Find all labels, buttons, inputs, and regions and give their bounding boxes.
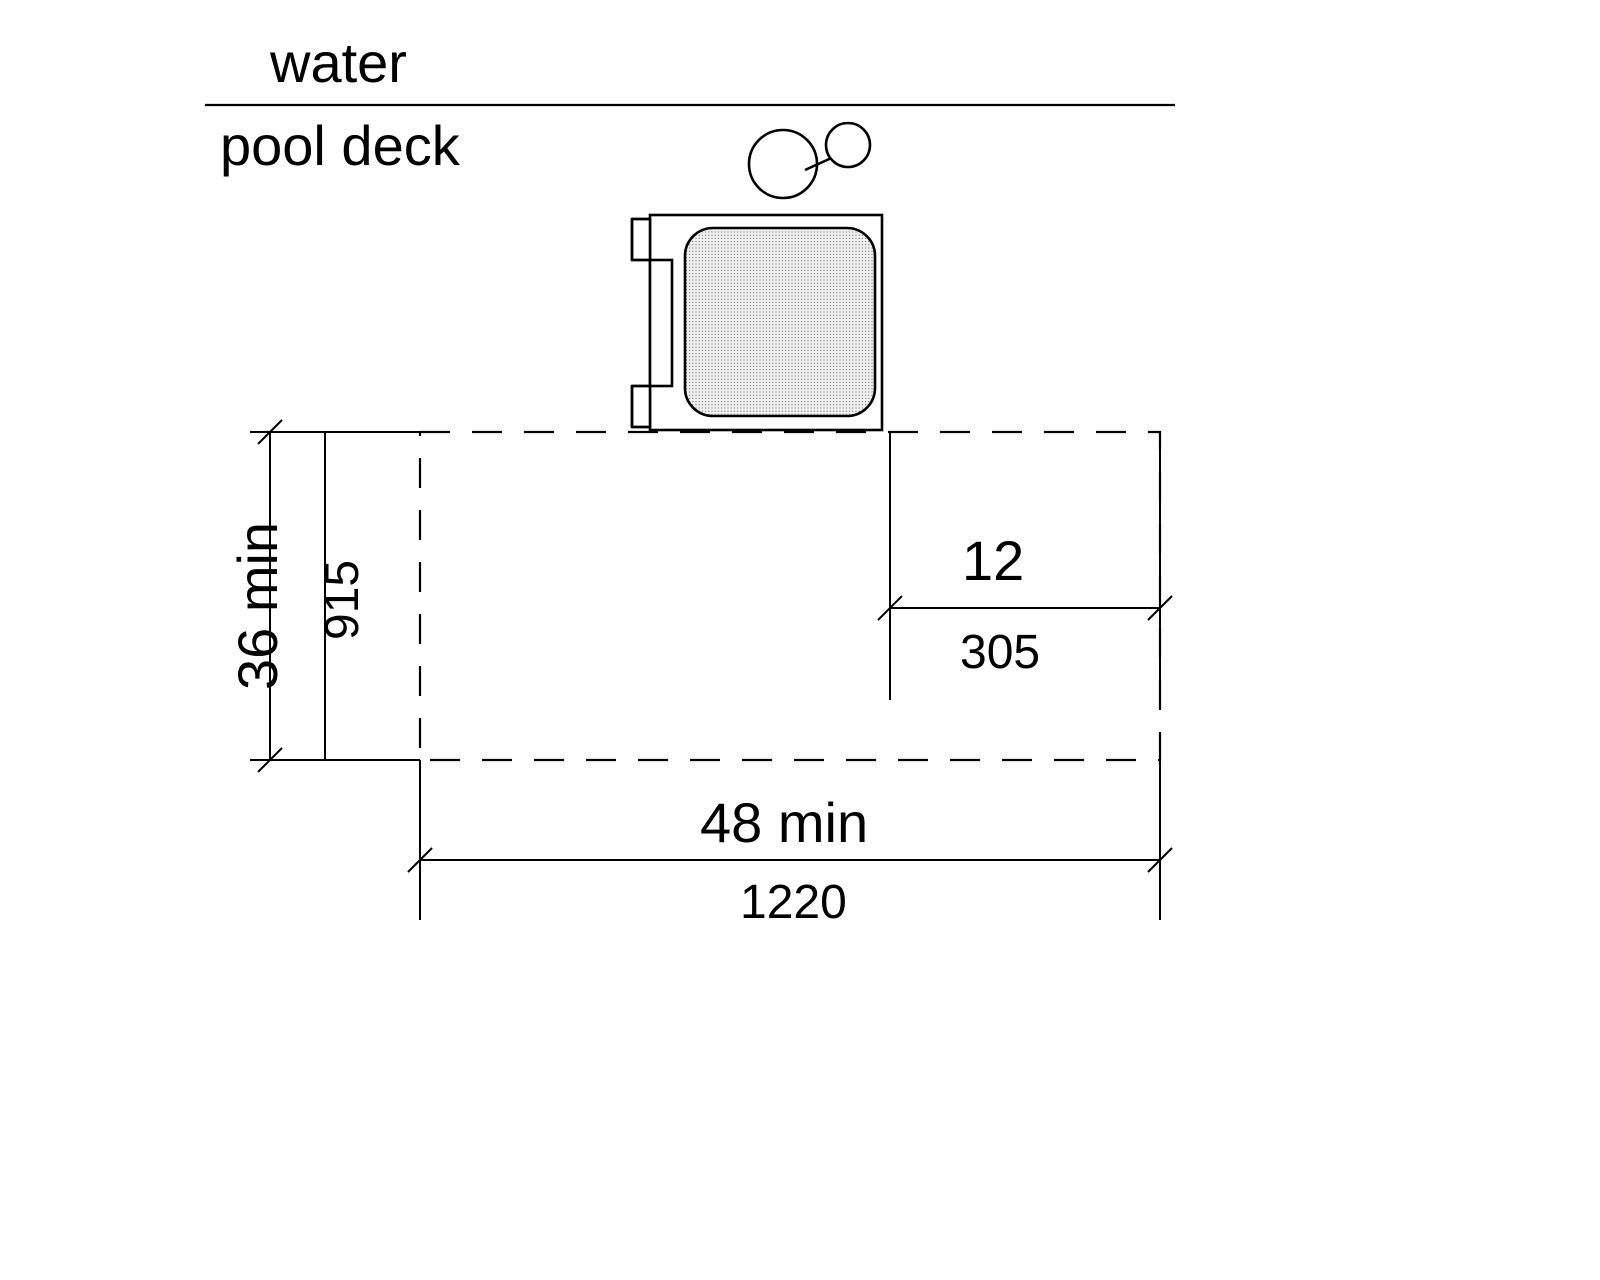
pool-deck-label: pool deck [220,113,460,178]
person-hand-icon [826,123,870,167]
wheelchair-icon [632,215,882,430]
water-label: water [270,30,407,95]
dim-width-in: 48 min [700,790,868,855]
dim-height-mm: 915 [315,560,370,640]
dim-inset-mm: 305 [960,625,1040,680]
clear-floor-space [420,432,1160,760]
dim-width-mm: 1220 [740,875,847,930]
person-head-icon [749,130,817,198]
dim-height-in: 36 min [225,522,290,690]
dim-inset-in: 12 [962,528,1024,593]
